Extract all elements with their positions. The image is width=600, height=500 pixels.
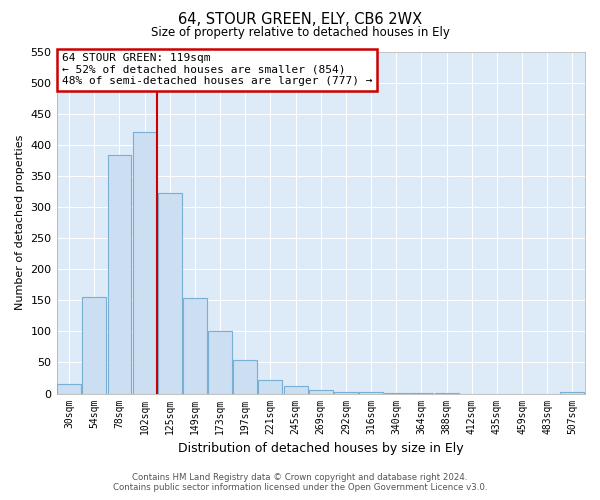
- Bar: [385, 393, 408, 394]
- Bar: [233, 360, 257, 394]
- Bar: [82, 297, 106, 394]
- Bar: [284, 386, 308, 394]
- Bar: [183, 298, 207, 394]
- Bar: [107, 156, 131, 394]
- Bar: [158, 192, 182, 394]
- X-axis label: Distribution of detached houses by size in Ely: Distribution of detached houses by size …: [178, 442, 464, 455]
- Bar: [560, 392, 584, 394]
- Bar: [409, 393, 433, 394]
- Bar: [259, 380, 283, 394]
- Bar: [434, 393, 458, 394]
- Bar: [309, 390, 333, 394]
- Y-axis label: Number of detached properties: Number of detached properties: [15, 135, 25, 310]
- Bar: [57, 384, 81, 394]
- Text: Size of property relative to detached houses in Ely: Size of property relative to detached ho…: [151, 26, 449, 39]
- Bar: [208, 332, 232, 394]
- Bar: [133, 132, 157, 394]
- Bar: [334, 392, 358, 394]
- Text: Contains HM Land Registry data © Crown copyright and database right 2024.
Contai: Contains HM Land Registry data © Crown c…: [113, 473, 487, 492]
- Bar: [359, 392, 383, 394]
- Text: 64 STOUR GREEN: 119sqm
← 52% of detached houses are smaller (854)
48% of semi-de: 64 STOUR GREEN: 119sqm ← 52% of detached…: [62, 53, 373, 86]
- Text: 64, STOUR GREEN, ELY, CB6 2WX: 64, STOUR GREEN, ELY, CB6 2WX: [178, 12, 422, 28]
